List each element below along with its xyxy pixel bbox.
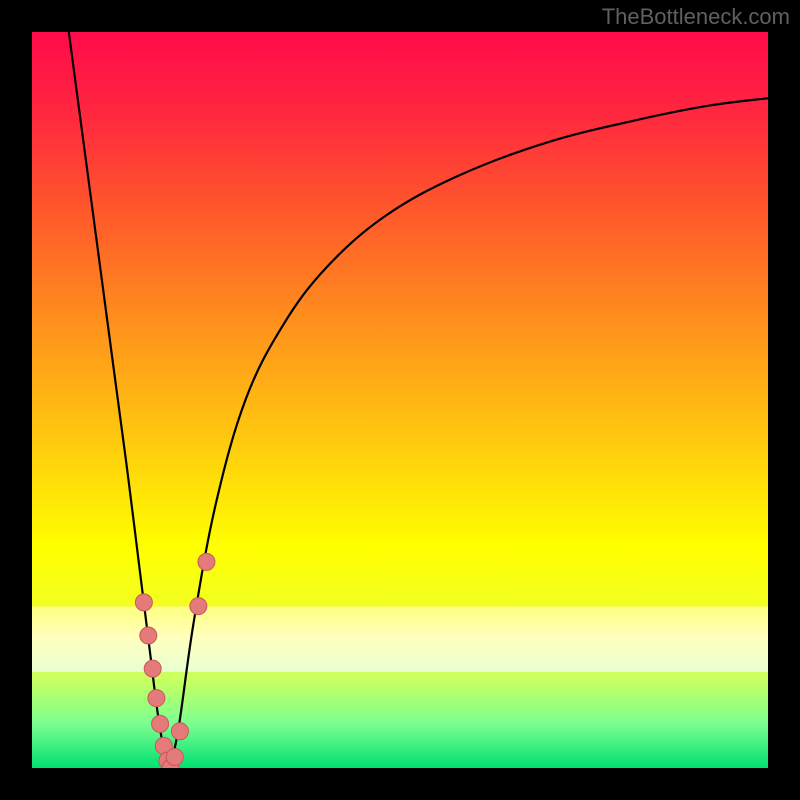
background-gradient [32,32,768,768]
attribution-label: TheBottleneck.com [602,4,790,30]
chart-root: TheBottleneck.com [0,0,800,800]
plot-frame [32,32,768,768]
